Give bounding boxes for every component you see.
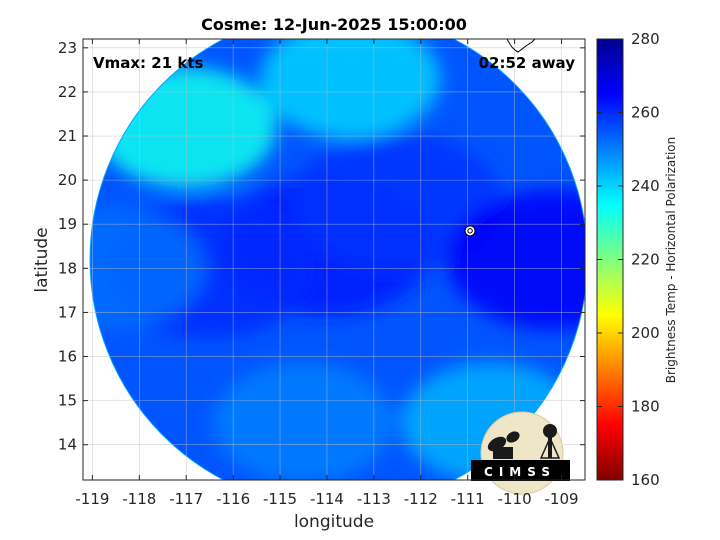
storm-center-marker	[464, 225, 476, 237]
colorbar: 160 180 200 220 240 260 280 Brightness Temp - …	[596, 30, 678, 489]
x-tick-label: -109	[545, 490, 579, 508]
y-tick-label: 20	[58, 171, 77, 189]
colorbar-tick-label: 280	[631, 30, 660, 48]
field-sample	[213, 362, 394, 480]
storm-center-dot	[467, 228, 473, 234]
y-axis-label: latitude	[32, 227, 52, 292]
x-tick-label: -118	[122, 490, 156, 508]
x-tick-label: -113	[357, 490, 391, 508]
y-tick-label: 15	[58, 392, 77, 410]
colorbar-tick-label: 240	[631, 177, 660, 195]
x-tick-label: -116	[216, 490, 250, 508]
x-tick-label: -110	[498, 490, 532, 508]
logo-text: CIMSS	[484, 465, 556, 479]
coastline	[506, 38, 536, 53]
axes-box	[82, 38, 586, 481]
y-tick-label: 14	[58, 436, 77, 454]
y-tick-label: 19	[58, 215, 77, 233]
x-tick-label: -119	[75, 490, 109, 508]
x-tick-label: -117	[169, 490, 203, 508]
time-away-label: 02:52 away	[479, 54, 576, 72]
storm-center-ring	[464, 225, 476, 237]
field-sample	[260, 39, 441, 139]
colorbar-tick-label: 260	[631, 104, 660, 122]
field-sample	[447, 189, 585, 330]
swath-edge	[89, 39, 585, 480]
colorbar-label: Brightness Temp - Horizontal Polarizatio…	[664, 137, 678, 384]
colorbar-tick-label: 180	[631, 398, 660, 416]
chart-title: Cosme: 12-Jun-2025 15:00:00	[201, 15, 467, 34]
y-tick-label: 23	[58, 39, 77, 57]
satellite-dish-icon	[487, 431, 520, 459]
x-axis: -119 -118 -117 -116 -115 -114 -113 -112 -111 -110…	[75, 39, 579, 508]
colorbar-tick-label: 160	[631, 471, 660, 489]
y-tick-label: 22	[58, 83, 77, 101]
y-tick-label: 21	[58, 127, 77, 145]
vmax-label: Vmax: 21 kts	[93, 54, 203, 72]
x-axis-label: longitude	[294, 512, 374, 532]
x-tick-label: -114	[310, 490, 344, 508]
water-tower-icon	[539, 424, 561, 459]
x-tick-label: -111	[451, 490, 485, 508]
x-tick-label: -112	[404, 490, 438, 508]
x-tick-label: -115	[263, 490, 297, 508]
y-axis: 14 15 16 17 18 19 20 21 22 23	[58, 39, 585, 454]
cimss-logo: CIMSS	[471, 411, 570, 495]
y-tick-label: 16	[58, 348, 77, 366]
field-sample	[292, 132, 503, 273]
colorbar-tick-label: 200	[631, 324, 660, 342]
colorbar-tick-label: 220	[631, 251, 660, 269]
y-tick-label: 17	[58, 303, 77, 321]
y-tick-label: 18	[58, 259, 77, 277]
